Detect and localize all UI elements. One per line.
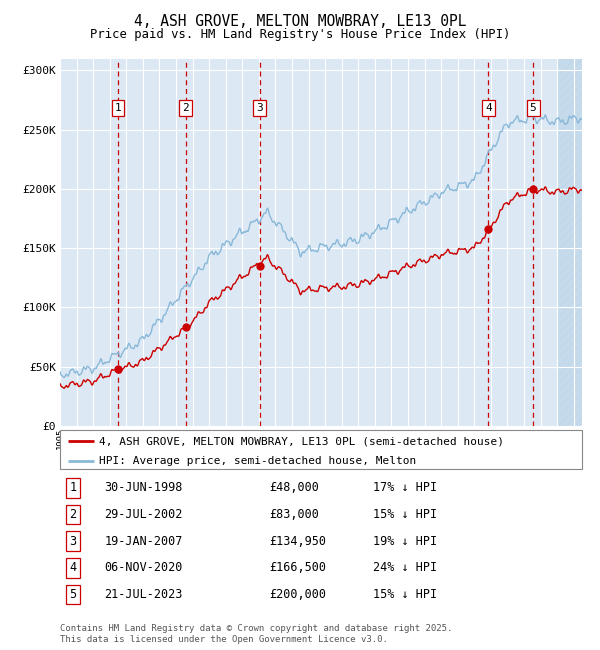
Text: 4: 4	[70, 562, 77, 575]
Text: £83,000: £83,000	[269, 508, 319, 521]
Text: 15% ↓ HPI: 15% ↓ HPI	[373, 508, 437, 521]
Text: Price paid vs. HM Land Registry's House Price Index (HPI): Price paid vs. HM Land Registry's House …	[90, 28, 510, 41]
Text: 19-JAN-2007: 19-JAN-2007	[104, 534, 183, 547]
FancyBboxPatch shape	[60, 430, 582, 469]
Text: 1: 1	[70, 481, 77, 494]
Text: 4: 4	[485, 103, 492, 113]
Bar	[559, 58, 582, 426]
Text: 2: 2	[70, 508, 77, 521]
Text: 15% ↓ HPI: 15% ↓ HPI	[373, 588, 437, 601]
Text: 3: 3	[70, 534, 77, 547]
Text: 21-JUL-2023: 21-JUL-2023	[104, 588, 183, 601]
Text: Contains HM Land Registry data © Crown copyright and database right 2025.
This d: Contains HM Land Registry data © Crown c…	[60, 624, 452, 644]
Text: 4, ASH GROVE, MELTON MOWBRAY, LE13 0PL: 4, ASH GROVE, MELTON MOWBRAY, LE13 0PL	[134, 14, 466, 29]
Text: 30-JUN-1998: 30-JUN-1998	[104, 481, 183, 494]
Text: 24% ↓ HPI: 24% ↓ HPI	[373, 562, 437, 575]
Text: HPI: Average price, semi-detached house, Melton: HPI: Average price, semi-detached house,…	[99, 456, 416, 465]
Text: 3: 3	[256, 103, 263, 113]
Text: £200,000: £200,000	[269, 588, 326, 601]
Text: 29-JUL-2002: 29-JUL-2002	[104, 508, 183, 521]
Text: £134,950: £134,950	[269, 534, 326, 547]
Text: 19% ↓ HPI: 19% ↓ HPI	[373, 534, 437, 547]
Text: 5: 5	[70, 588, 77, 601]
Text: 2: 2	[182, 103, 189, 113]
Text: 5: 5	[530, 103, 536, 113]
Text: 4, ASH GROVE, MELTON MOWBRAY, LE13 0PL (semi-detached house): 4, ASH GROVE, MELTON MOWBRAY, LE13 0PL (…	[99, 436, 504, 446]
Text: £48,000: £48,000	[269, 481, 319, 494]
Text: 06-NOV-2020: 06-NOV-2020	[104, 562, 183, 575]
Text: £166,500: £166,500	[269, 562, 326, 575]
Text: 1: 1	[115, 103, 121, 113]
Text: 17% ↓ HPI: 17% ↓ HPI	[373, 481, 437, 494]
